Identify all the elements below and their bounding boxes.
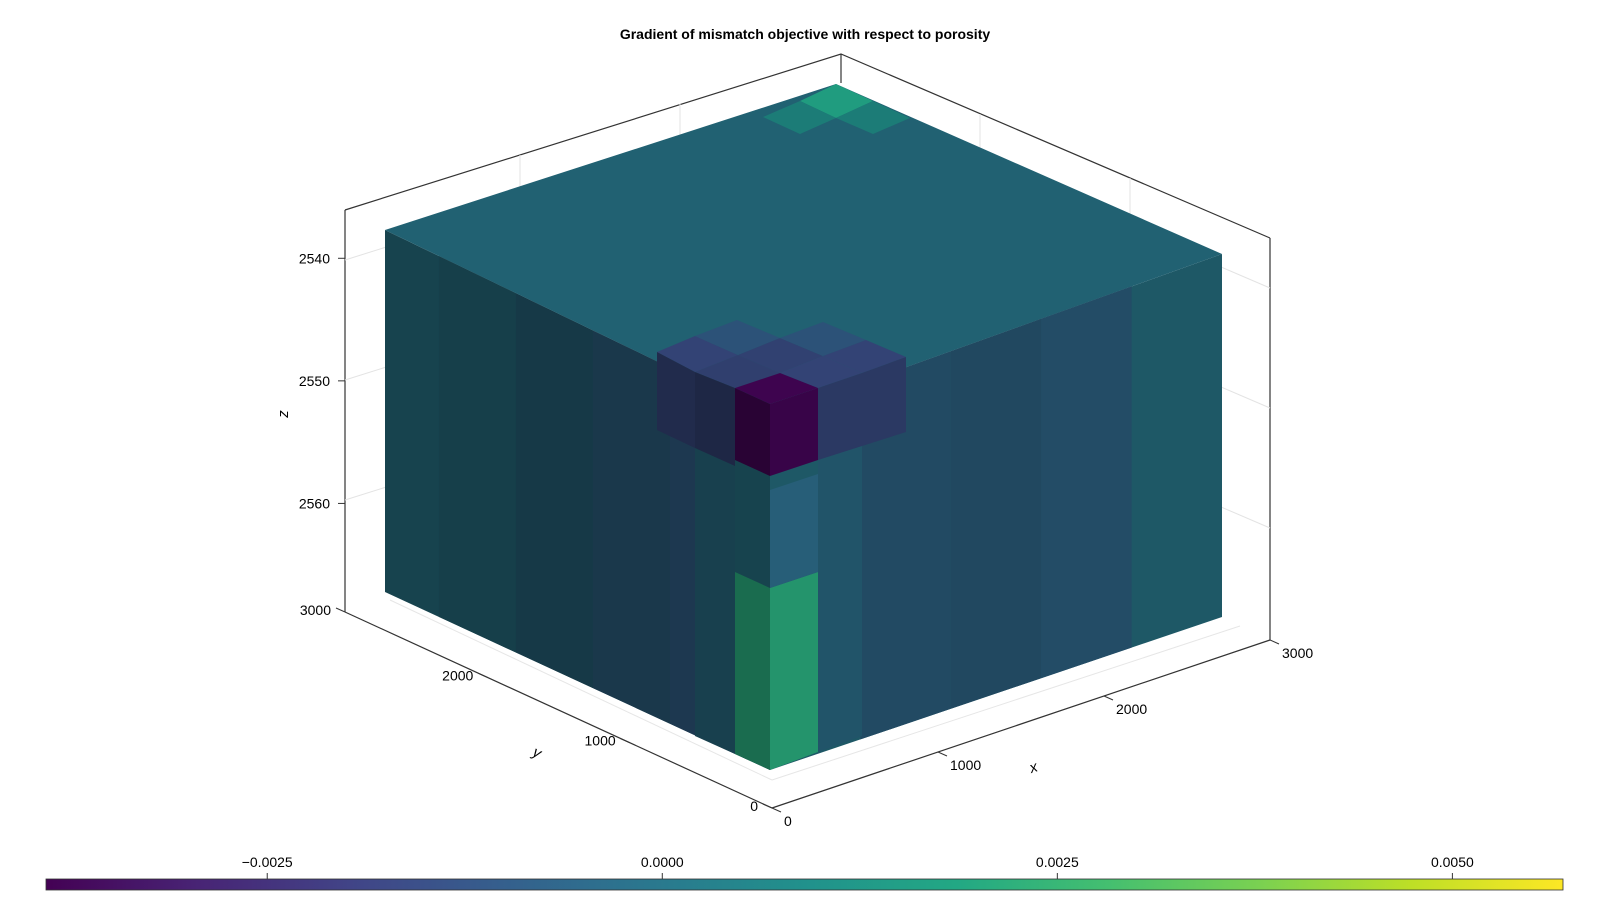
injector-neighbor-top (780, 356, 862, 388)
colorbar-ticks: −0.0025 0.0000 0.0025 0.0050 (242, 854, 1474, 879)
injector-neighbor-side (657, 352, 695, 448)
x-tick-label: 2000 (1116, 701, 1147, 717)
colorbar-tick-label: 0.0000 (641, 854, 684, 870)
y-tick-mark (335, 607, 346, 613)
z-tick-label: 2550 (299, 373, 330, 389)
colorbar-tick-label: 0.0050 (1431, 854, 1474, 870)
axis-label-y: y (529, 743, 545, 763)
x-tick-label: 0 (784, 813, 792, 829)
injector-neighbor-top (695, 355, 780, 388)
axis-floor-grid (389, 599, 1241, 781)
injector-neighbor-side (818, 373, 862, 460)
y-tick-mark (620, 738, 630, 744)
volume-band-left (592, 330, 670, 724)
axis-ticks: 2540 2550 2560 0 1000 2000 3000 0 1000 2000 3000 (299, 250, 1314, 829)
injector-neighbor-top (738, 338, 823, 373)
injector-neighbor-top (695, 320, 780, 355)
axis-label-z: z (275, 410, 292, 419)
injector-neighbor-top (780, 322, 866, 356)
volume-face-top (385, 84, 1222, 416)
x-tick-label: 1000 (950, 757, 981, 773)
y-tick-mark (478, 672, 488, 678)
chart-title: Gradient of mismatch objective with resp… (620, 26, 991, 42)
z-tick-label: 2560 (299, 495, 330, 511)
injector-neighbor-side (695, 372, 735, 466)
y-tick-mark (762, 803, 773, 809)
x-tick-mark (771, 807, 782, 813)
far-corner-top-cell (800, 84, 873, 118)
x-tick-label: 3000 (1282, 645, 1313, 661)
volume-band-left (515, 293, 593, 689)
producer-column-mid (770, 474, 818, 588)
producer-column-left (735, 572, 770, 770)
axis-label-x: x (1026, 758, 1040, 777)
axis-box-back-walls (344, 53, 1271, 640)
injector-top-cell-top (735, 373, 818, 404)
volume-band-right (950, 318, 1042, 709)
volume-cells (385, 84, 1222, 770)
injector-neighbor-top (823, 340, 906, 373)
x-tick-mark (1103, 695, 1114, 701)
y-tick-label: 1000 (585, 733, 616, 749)
injector-neighbor-side (862, 357, 906, 446)
far-corner-cell-left (763, 101, 836, 134)
z-tick-label: 2540 (299, 250, 330, 266)
colorbar-tick-label: −0.0025 (242, 854, 293, 870)
injector-top-cell-left (735, 388, 770, 476)
y-tick-label: 2000 (442, 667, 473, 683)
producer-column-right (770, 572, 818, 770)
x-tick-mark (1269, 639, 1280, 645)
injector-top-cell-right (770, 388, 818, 476)
injector-neighbor-top (657, 336, 738, 372)
producer-neighbor-right (818, 444, 862, 752)
axis-box-floor (344, 611, 1271, 809)
colorbar-tick-label: 0.0025 (1036, 854, 1079, 870)
y-tick-label: 3000 (300, 602, 331, 618)
colorbar-gradient (45, 878, 1564, 891)
volume-band-left (438, 256, 516, 653)
volume-band-right (860, 351, 951, 740)
producer-neighbor-left (695, 430, 735, 754)
x-tick-mark (937, 751, 948, 757)
far-corner-cell-right (836, 101, 910, 134)
y-tick-label: 0 (750, 798, 758, 814)
volume-band-right (1041, 286, 1132, 679)
colorbar: −0.0025 0.0000 0.0025 0.0050 (45, 854, 1564, 891)
